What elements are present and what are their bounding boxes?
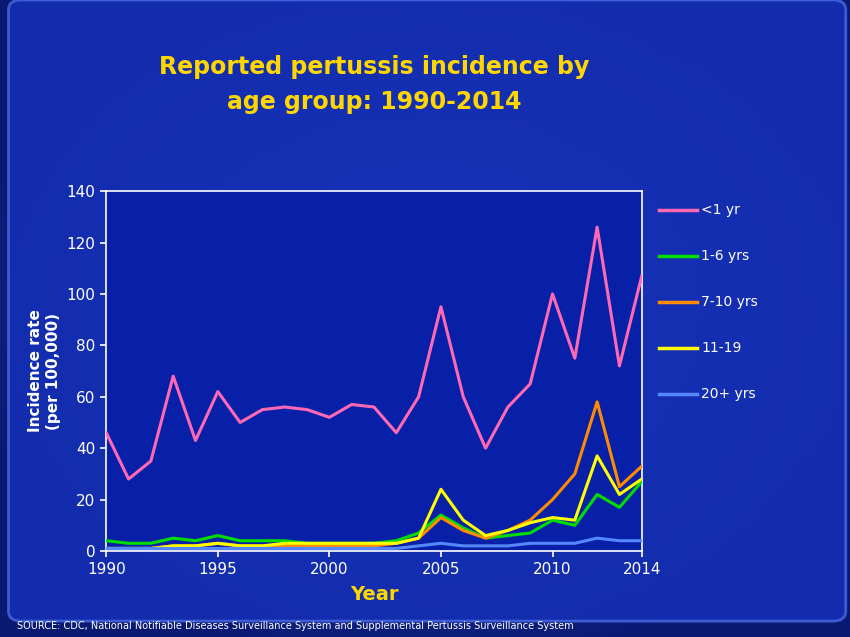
Text: 1-6 yrs: 1-6 yrs bbox=[701, 249, 750, 263]
Text: age group: 1990-2014: age group: 1990-2014 bbox=[227, 90, 521, 114]
FancyBboxPatch shape bbox=[8, 0, 846, 621]
Text: SOURCE: CDC, National Notifiable Diseases Surveillance System and Supplemental P: SOURCE: CDC, National Notifiable Disease… bbox=[17, 620, 574, 631]
Text: <1 yr: <1 yr bbox=[701, 203, 740, 217]
Text: 11-19: 11-19 bbox=[701, 341, 741, 355]
Text: 20+ yrs: 20+ yrs bbox=[701, 387, 756, 401]
Y-axis label: Incidence rate
(per 100,000): Incidence rate (per 100,000) bbox=[28, 310, 60, 433]
Text: 7-10 yrs: 7-10 yrs bbox=[701, 295, 758, 309]
X-axis label: Year: Year bbox=[349, 585, 399, 605]
Text: Reported pertussis incidence by: Reported pertussis incidence by bbox=[159, 55, 589, 79]
